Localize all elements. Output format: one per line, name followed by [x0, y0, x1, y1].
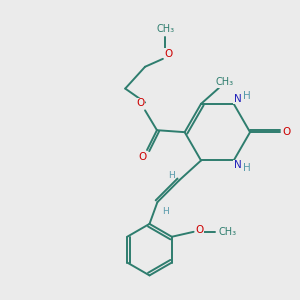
Text: O: O — [138, 152, 146, 162]
Text: O: O — [195, 225, 204, 235]
Text: O: O — [136, 98, 144, 108]
Text: H: H — [243, 91, 250, 101]
Text: H: H — [243, 164, 250, 173]
Text: CH₃: CH₃ — [218, 227, 236, 237]
Text: CH₃: CH₃ — [216, 77, 234, 87]
Text: H: H — [168, 171, 175, 180]
Text: N: N — [234, 160, 242, 170]
Text: O: O — [283, 127, 291, 137]
Text: O: O — [165, 49, 173, 59]
Text: N: N — [234, 94, 242, 104]
Text: H: H — [162, 208, 169, 217]
Text: CH₃: CH₃ — [157, 24, 175, 34]
